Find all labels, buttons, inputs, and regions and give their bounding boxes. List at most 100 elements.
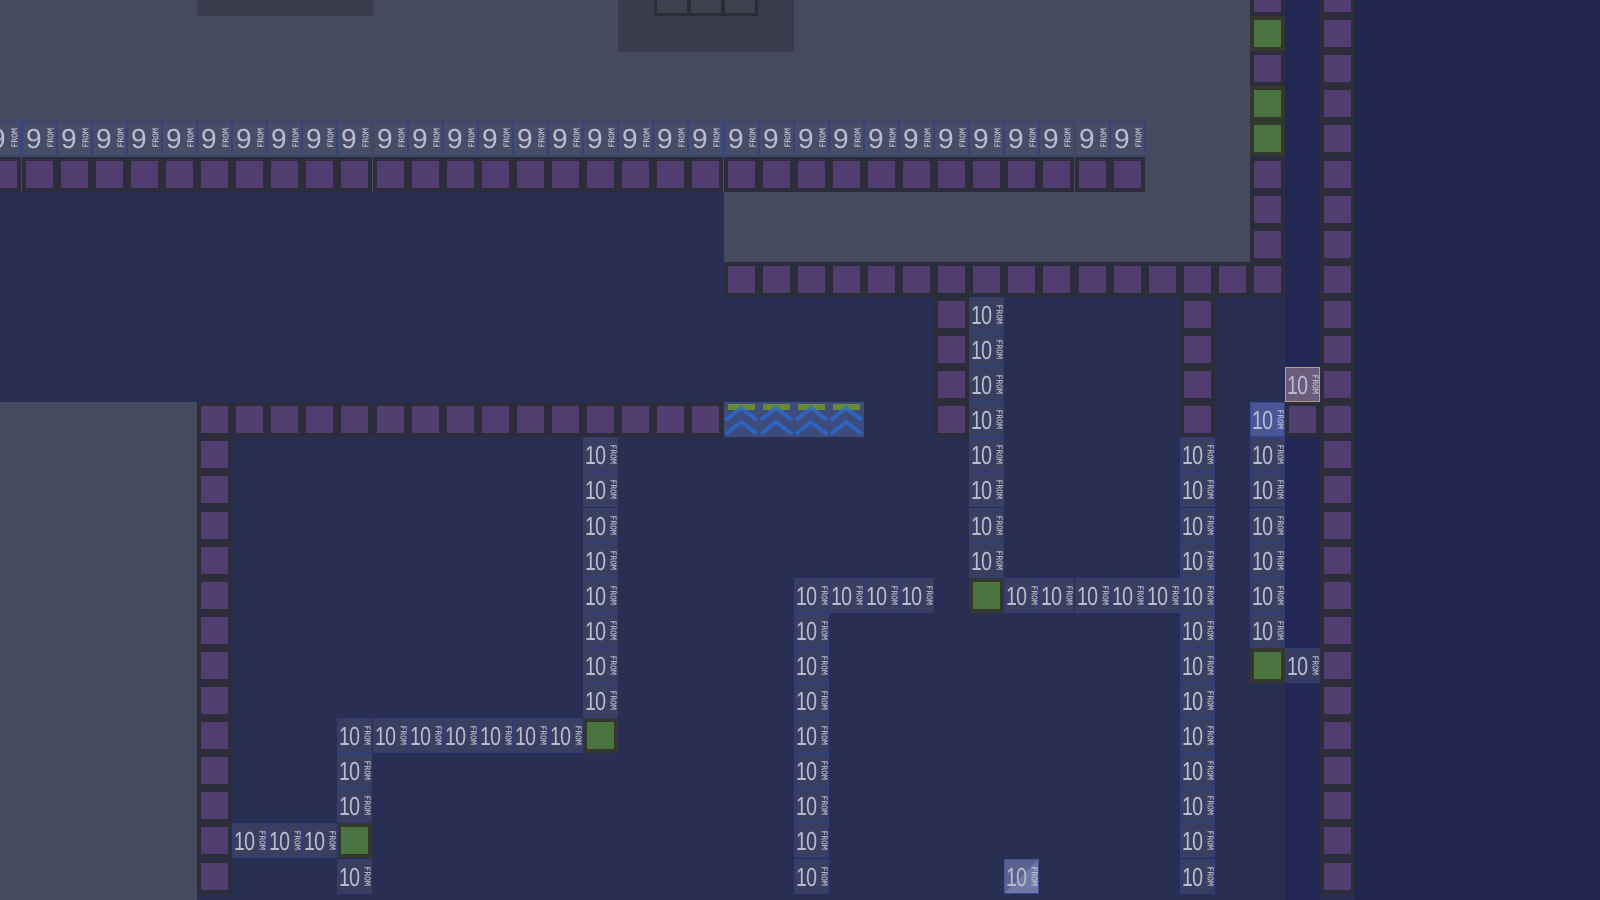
purple-block-tile[interactable]	[1320, 262, 1355, 297]
purple-block-tile[interactable]	[1320, 227, 1355, 262]
purple-block-tile[interactable]	[1320, 472, 1355, 507]
purple-block-tile[interactable]	[688, 157, 723, 192]
purple-block-tile[interactable]	[724, 157, 759, 192]
value-9-from-tile[interactable]: 9 FROM	[57, 121, 92, 156]
purple-block-tile[interactable]	[197, 402, 232, 437]
purple-block-tile[interactable]	[1320, 508, 1355, 543]
purple-block-tile[interactable]	[1145, 262, 1180, 297]
value-10-from-tile[interactable]: 10 FROM	[1250, 437, 1285, 472]
value-10-from-tile[interactable]: 10 FROM	[1180, 683, 1215, 718]
conveyor-tile[interactable]	[794, 402, 829, 437]
purple-block-tile[interactable]	[1250, 0, 1285, 16]
purple-block-tile[interactable]	[408, 402, 443, 437]
conveyor-tile[interactable]	[759, 402, 794, 437]
value-10-from-tile[interactable]: 10 FROM	[1250, 543, 1285, 578]
value-10-from-tile[interactable]: 10 FROM	[408, 718, 443, 753]
purple-block-tile[interactable]	[794, 262, 829, 297]
value-10-from-tile[interactable]: 10 FROM	[1180, 823, 1215, 858]
value-10-from-tile[interactable]: 10 FROM	[969, 437, 1004, 472]
green-block-tile[interactable]	[1250, 648, 1285, 683]
purple-block-tile[interactable]	[1250, 227, 1285, 262]
purple-block-tile[interactable]	[337, 402, 372, 437]
purple-block-tile[interactable]	[162, 157, 197, 192]
purple-block-tile[interactable]	[232, 157, 267, 192]
value-9-from-tile[interactable]: 9 FROM	[408, 121, 443, 156]
purple-block-tile[interactable]	[408, 157, 443, 192]
value-10-from-tile[interactable]: 10 FROM	[1180, 578, 1215, 613]
purple-block-tile[interactable]	[1320, 121, 1355, 156]
purple-block-tile[interactable]	[1320, 367, 1355, 402]
purple-block-tile[interactable]	[197, 543, 232, 578]
value-9-from-tile[interactable]: 9 FROM	[302, 121, 337, 156]
value-9-from-tile[interactable]: 9 FROM	[0, 121, 21, 156]
purple-block-tile[interactable]	[1320, 578, 1355, 613]
value-10-from-tile[interactable]: 10 FROM	[969, 367, 1004, 402]
value-10-from-tile[interactable]: 10 FROM	[969, 332, 1004, 367]
purple-block-tile[interactable]	[934, 262, 969, 297]
purple-block-tile[interactable]	[1320, 718, 1355, 753]
purple-block-tile[interactable]	[373, 402, 408, 437]
green-block-tile[interactable]	[337, 823, 372, 858]
value-9-from-tile[interactable]: 9 FROM	[759, 121, 794, 156]
value-10-from-tile[interactable]: 10 FROM	[267, 823, 302, 858]
value-10-from-tile[interactable]: 10 FROM	[583, 472, 618, 507]
purple-block-tile[interactable]	[653, 402, 688, 437]
conveyor-tile[interactable]	[724, 402, 759, 437]
value-10-from-tile[interactable]: 10 FROM	[794, 823, 829, 858]
value-10-from-tile[interactable]: 10 FROM	[1250, 472, 1285, 507]
value-9-from-tile[interactable]: 9 FROM	[969, 121, 1004, 156]
value-10-from-tile[interactable]: 10 FROM	[1180, 753, 1215, 788]
purple-block-tile[interactable]	[1320, 648, 1355, 683]
value-10-from-tile[interactable]: 10 FROM	[232, 823, 267, 858]
purple-block-tile[interactable]	[1320, 0, 1355, 16]
value-9-from-tile[interactable]: 9 FROM	[653, 121, 688, 156]
purple-block-tile[interactable]	[1110, 262, 1145, 297]
purple-block-tile[interactable]	[267, 157, 302, 192]
value-10-from-tile[interactable]: 10 FROM	[1180, 437, 1215, 472]
green-block-tile[interactable]	[1250, 16, 1285, 51]
purple-block-tile[interactable]	[618, 157, 653, 192]
purple-block-tile[interactable]	[1285, 402, 1320, 437]
value-10-from-tile[interactable]: 10 FROM	[794, 578, 829, 613]
purple-block-tile[interactable]	[1250, 192, 1285, 227]
purple-block-tile[interactable]	[22, 157, 57, 192]
value-10-from-tile[interactable]: 10 FROM	[1285, 367, 1320, 402]
purple-block-tile[interactable]	[197, 437, 232, 472]
value-10-from-tile[interactable]: 10 FROM	[373, 718, 408, 753]
value-10-from-tile[interactable]: 10 FROM	[583, 543, 618, 578]
purple-block-tile[interactable]	[688, 402, 723, 437]
purple-block-tile[interactable]	[1004, 157, 1039, 192]
value-9-from-tile[interactable]: 9 FROM	[794, 121, 829, 156]
slot-1[interactable]	[657, 0, 687, 13]
value-10-from-tile[interactable]: 10 FROM	[337, 859, 372, 894]
value-9-from-tile[interactable]: 9 FROM	[934, 121, 969, 156]
purple-block-tile[interactable]	[197, 472, 232, 507]
purple-block-tile[interactable]	[197, 683, 232, 718]
value-9-from-tile[interactable]: 9 FROM	[232, 121, 267, 156]
value-10-from-tile[interactable]: 10 FROM	[1180, 543, 1215, 578]
purple-block-tile[interactable]	[1320, 297, 1355, 332]
value-10-from-tile[interactable]: 10 FROM	[794, 648, 829, 683]
purple-block-tile[interactable]	[934, 367, 969, 402]
value-10-from-tile[interactable]: 10 FROM	[1180, 718, 1215, 753]
purple-block-tile[interactable]	[1320, 788, 1355, 823]
purple-block-tile[interactable]	[197, 648, 232, 683]
purple-block-tile[interactable]	[443, 157, 478, 192]
purple-block-tile[interactable]	[1320, 86, 1355, 121]
value-10-from-tile[interactable]: 10 FROM	[794, 859, 829, 894]
purple-block-tile[interactable]	[337, 157, 372, 192]
value-10-from-tile[interactable]: 10 FROM	[583, 683, 618, 718]
value-9-from-tile[interactable]: 9 FROM	[724, 121, 759, 156]
green-block-tile[interactable]	[1250, 86, 1285, 121]
value-10-from-tile[interactable]: 10 FROM	[1250, 508, 1285, 543]
purple-block-tile[interactable]	[57, 157, 92, 192]
purple-block-tile[interactable]	[197, 859, 232, 894]
purple-block-tile[interactable]	[1320, 753, 1355, 788]
value-9-from-tile[interactable]: 9 FROM	[864, 121, 899, 156]
value-10-from-tile[interactable]: 10 FROM	[478, 718, 513, 753]
purple-block-tile[interactable]	[864, 262, 899, 297]
purple-block-tile[interactable]	[1320, 192, 1355, 227]
purple-block-tile[interactable]	[1110, 157, 1145, 192]
purple-block-tile[interactable]	[934, 157, 969, 192]
purple-block-tile[interactable]	[548, 157, 583, 192]
